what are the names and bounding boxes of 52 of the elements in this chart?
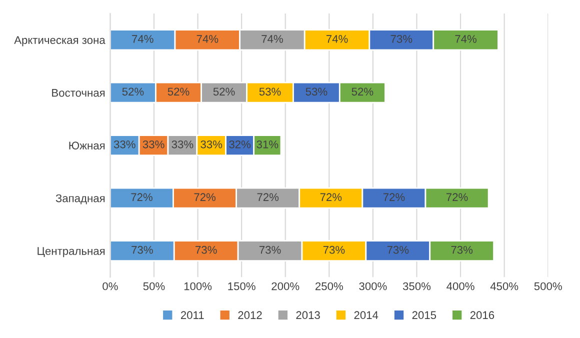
y-tick-label: Центральная xyxy=(38,247,105,258)
data-label: 32% xyxy=(229,140,251,148)
data-label: 33% xyxy=(172,140,194,148)
x-tick-label: 450% xyxy=(490,282,518,290)
y-tick-label: Западная xyxy=(56,194,105,204)
data-label: 33% xyxy=(200,140,222,148)
x-tick-label: 0% xyxy=(102,282,118,290)
x-tick-label: 400% xyxy=(446,282,474,290)
data-label: 73% xyxy=(132,246,153,254)
data-label: 74% xyxy=(326,35,348,43)
y-tick-label: Арктическая зона xyxy=(14,36,106,46)
data-label: 31% xyxy=(256,140,278,148)
data-label: 74% xyxy=(455,35,476,43)
x-tick-label: 250% xyxy=(316,282,343,290)
data-label: 33% xyxy=(142,140,164,148)
x-tick-label: 350% xyxy=(402,282,431,290)
data-label: 72% xyxy=(446,193,468,202)
x-tick-label: 50% xyxy=(143,282,165,290)
legend-label: 2012 xyxy=(238,311,262,320)
data-label: 73% xyxy=(451,246,473,254)
data-label: 74% xyxy=(196,35,218,43)
x-tick-label: 200% xyxy=(272,282,300,290)
y-tick-label: Южная xyxy=(69,142,105,150)
data-label: 52% xyxy=(213,88,235,96)
data-label: 52% xyxy=(168,88,190,96)
legend-label: 2016 xyxy=(470,311,494,320)
legend-label: 2011 xyxy=(180,311,204,320)
data-label: 73% xyxy=(390,35,412,43)
legend-label: 2014 xyxy=(354,311,378,320)
legend-label: 2015 xyxy=(412,311,436,320)
data-label: 52% xyxy=(122,88,144,96)
x-tick-label: 150% xyxy=(228,282,256,290)
data-label: 74% xyxy=(132,35,154,43)
data-label: 72% xyxy=(383,193,405,202)
data-label: 73% xyxy=(387,246,409,254)
data-label: 72% xyxy=(320,193,342,202)
data-label: 72% xyxy=(257,193,279,202)
x-tick-label: 300% xyxy=(359,282,387,290)
data-label: 72% xyxy=(131,193,152,202)
data-label: 73% xyxy=(259,246,281,254)
x-tick-label: 100% xyxy=(184,282,212,290)
y-tick-label: Восточная xyxy=(52,88,105,97)
data-label: 73% xyxy=(323,246,345,254)
data-label: 74% xyxy=(262,35,283,43)
x-tick-label: 500% xyxy=(534,282,562,290)
data-label: 53% xyxy=(259,88,281,96)
data-label: 53% xyxy=(306,88,328,96)
data-label: 73% xyxy=(196,246,217,254)
data-label: 72% xyxy=(194,193,216,202)
data-label: 33% xyxy=(114,140,136,148)
data-label: 52% xyxy=(352,88,374,96)
legend-label: 2013 xyxy=(296,311,320,320)
